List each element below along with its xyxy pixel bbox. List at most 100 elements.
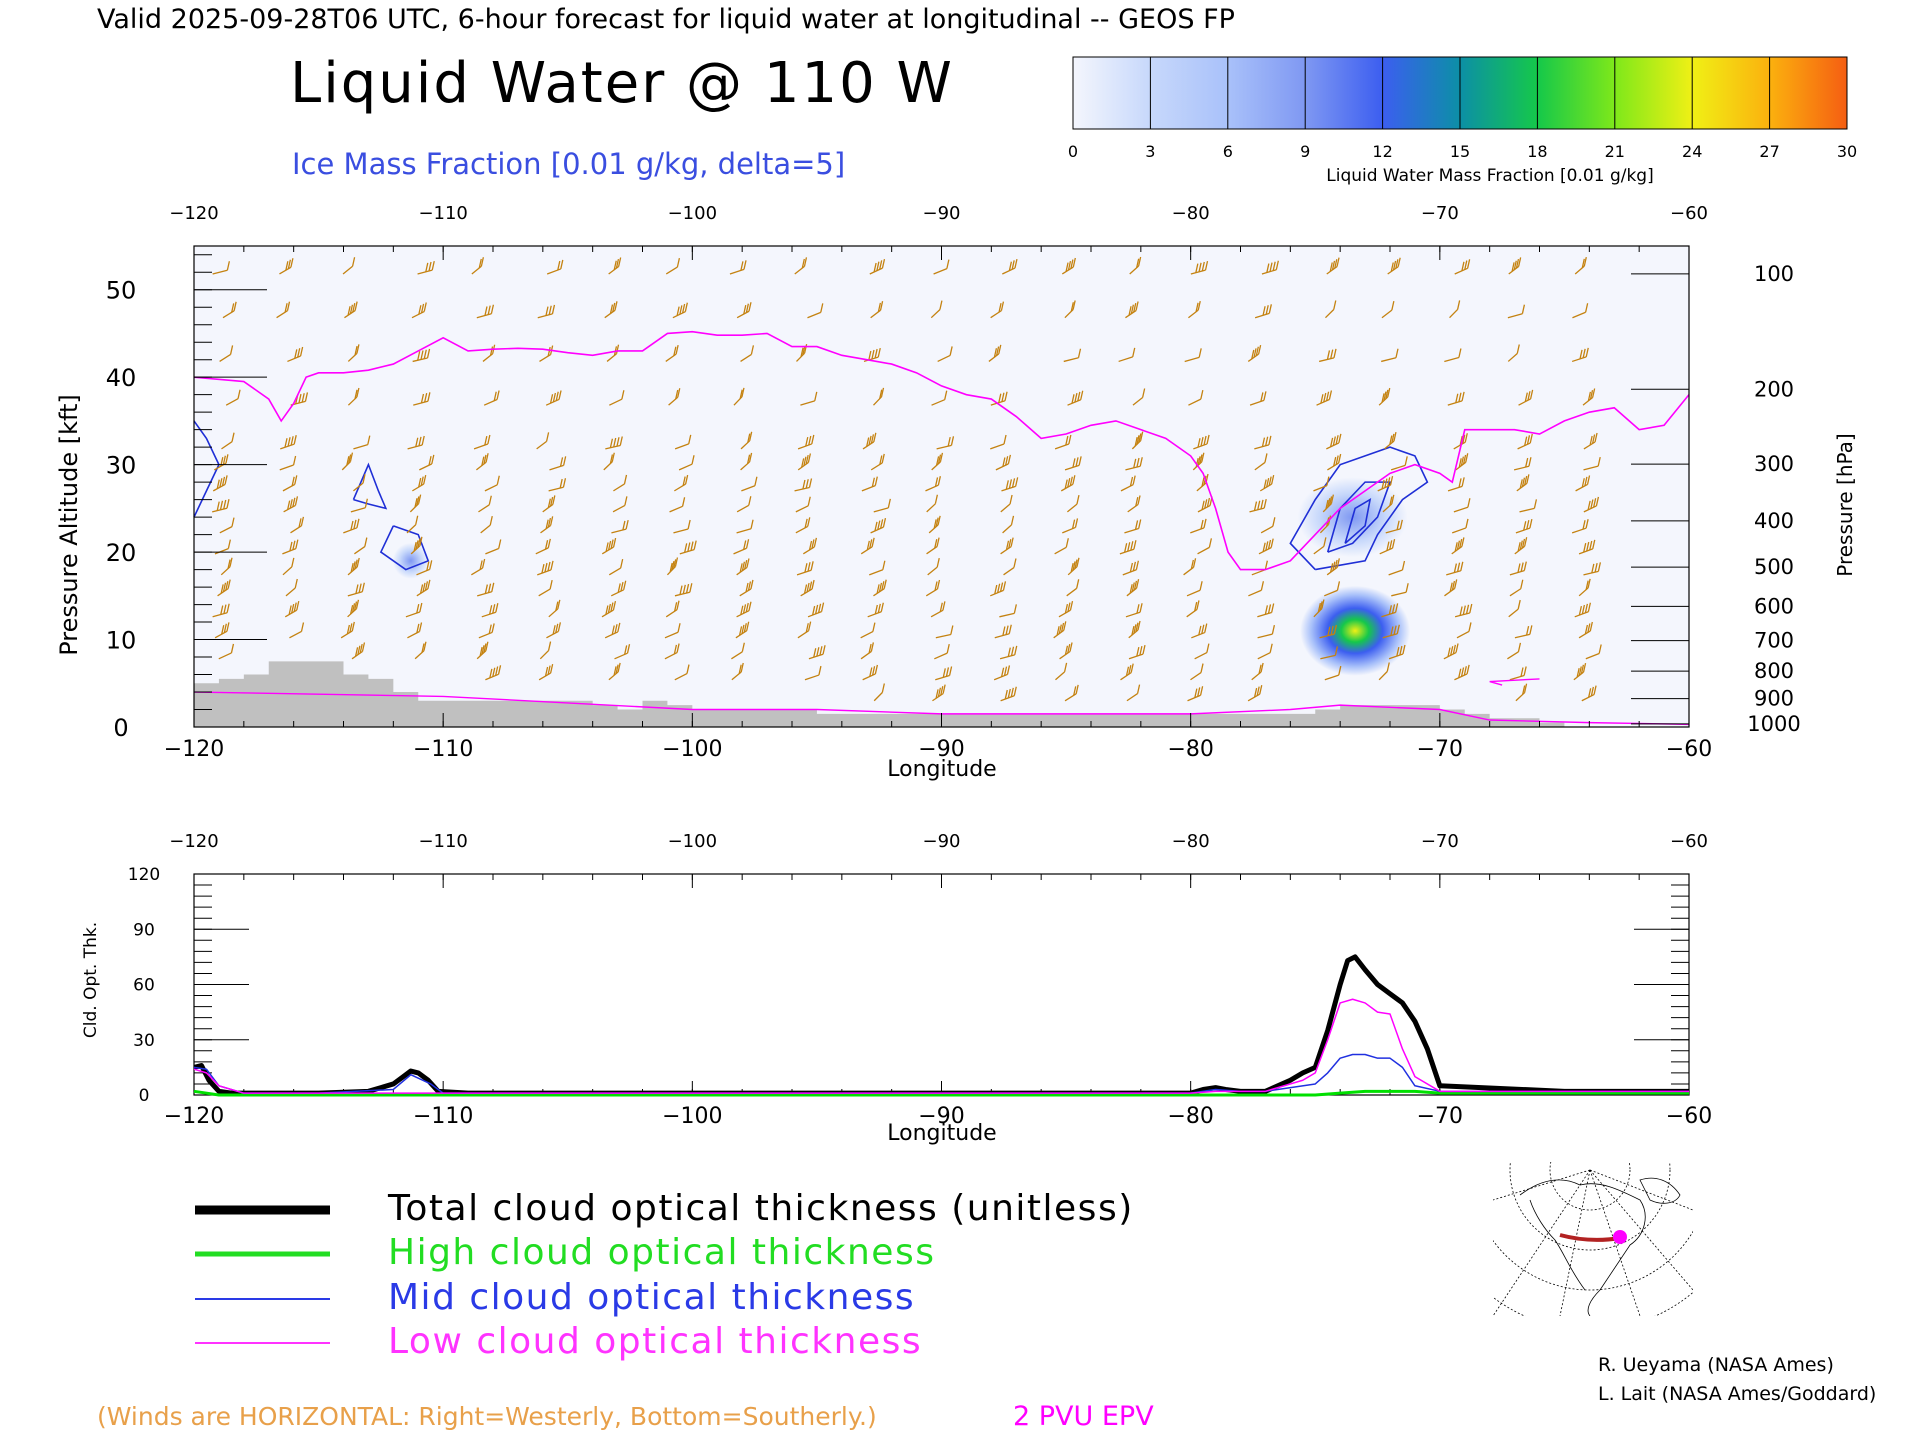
wind-barb-feather bbox=[1204, 623, 1208, 633]
wind-barb-feather bbox=[1584, 603, 1589, 614]
wind-barb bbox=[933, 268, 948, 275]
wind-barb-feather bbox=[623, 580, 627, 590]
wind-barb bbox=[808, 653, 824, 660]
x-tick-label-top: −110 bbox=[418, 831, 467, 852]
wind-barb-feather bbox=[1131, 625, 1135, 636]
wind-barb-feather bbox=[820, 303, 824, 313]
wind-barb-feather bbox=[557, 599, 561, 610]
wind-barb-feather bbox=[356, 518, 360, 528]
wind-barb-feather bbox=[866, 540, 870, 551]
wind-barb-feather bbox=[1127, 542, 1131, 552]
wind-barb-feather bbox=[427, 392, 431, 402]
wind-barb-feather bbox=[1192, 558, 1197, 568]
wind-barb-feather bbox=[1529, 625, 1533, 635]
wind-barb-feather bbox=[1585, 347, 1589, 358]
wind-barb-feather bbox=[1582, 520, 1586, 530]
wind-barb-feather bbox=[1586, 475, 1591, 485]
wind-barb-feather bbox=[1390, 262, 1394, 272]
wind-barb bbox=[1571, 527, 1587, 534]
wind-barb bbox=[1000, 695, 1015, 702]
wind-barb-feather bbox=[1447, 647, 1451, 657]
wind-barb-feather bbox=[813, 537, 818, 548]
wind-barb-feather bbox=[682, 476, 686, 486]
wind-barb-feather bbox=[1458, 668, 1462, 678]
wind-barb-feather bbox=[223, 623, 227, 633]
wind-barb bbox=[935, 674, 950, 681]
wind-barb-feather bbox=[693, 540, 697, 550]
wind-barb-feather bbox=[1520, 562, 1524, 572]
wind-barb-feather bbox=[358, 583, 362, 593]
wind-barb bbox=[678, 463, 693, 471]
x-tick-label-top: −70 bbox=[1421, 831, 1459, 852]
wind-barb-feather bbox=[1013, 558, 1017, 568]
wind-barb-feather bbox=[813, 648, 817, 658]
colorbar-tick-label: 30 bbox=[1837, 142, 1857, 161]
wind-barb-feather bbox=[1271, 624, 1276, 635]
credit-lait: L. Lait (NASA Ames/Goddard) bbox=[1598, 1383, 1876, 1405]
wind-barb-feather bbox=[811, 434, 815, 445]
wind-barb-feather bbox=[877, 347, 881, 358]
wind-barb-feather bbox=[1272, 517, 1276, 527]
wind-barb-feather bbox=[1586, 541, 1590, 552]
wind-barb-feather bbox=[936, 537, 940, 547]
wind-barb bbox=[1254, 312, 1270, 319]
pressure-tick-label: 900 bbox=[1754, 687, 1794, 711]
wind-barb-feather bbox=[1014, 645, 1018, 656]
valid-line: Valid 2025-09-28T06 UTC, 6-hour forecast… bbox=[97, 4, 1235, 35]
wind-barb-feather bbox=[562, 478, 567, 488]
wind-barb-feather bbox=[419, 602, 423, 613]
wind-barb-feather bbox=[871, 537, 875, 547]
wind-barb-feather bbox=[998, 303, 1002, 313]
wind-barb-feather bbox=[560, 259, 564, 270]
wind-barb bbox=[1320, 654, 1336, 660]
wind-barb-feather bbox=[1450, 646, 1454, 656]
wind-barb-feather bbox=[1597, 562, 1602, 572]
wind-barb-feather bbox=[1002, 626, 1006, 636]
wind-barb-feather bbox=[1260, 499, 1264, 510]
wind-barb-feather bbox=[1587, 391, 1592, 402]
wind-barb bbox=[1324, 674, 1339, 681]
wind-barb-feather bbox=[1269, 643, 1273, 653]
wind-barb-feather bbox=[691, 455, 695, 465]
map-transect-line bbox=[1559, 1233, 1621, 1242]
wind-barb-feather bbox=[1072, 561, 1076, 571]
wind-barb-feather bbox=[1321, 599, 1325, 609]
wind-barb bbox=[1319, 633, 1335, 639]
wind-barb-feather bbox=[811, 605, 816, 616]
wind-barb-feather bbox=[1131, 582, 1135, 592]
wind-barb-feather bbox=[1589, 621, 1593, 632]
wind-barb bbox=[1054, 546, 1067, 555]
wind-barb-feather bbox=[1129, 562, 1134, 573]
wind-barb-feather bbox=[1253, 687, 1258, 698]
wind-barb-feather bbox=[679, 585, 683, 595]
wind-barb-feather bbox=[673, 602, 678, 612]
wind-barb-feather bbox=[1325, 391, 1330, 401]
y-tick-label: 0 bbox=[139, 1086, 150, 1106]
wind-barb-feather bbox=[1579, 349, 1583, 360]
wind-barb-feather bbox=[353, 601, 358, 611]
wind-barb-feather bbox=[220, 605, 224, 615]
wind-barb-feather bbox=[1523, 561, 1527, 571]
wind-barb bbox=[936, 444, 952, 450]
x-tick-label-top: −100 bbox=[668, 831, 717, 852]
wind-barb-feather bbox=[1396, 646, 1400, 657]
wind-barb-feather bbox=[1524, 537, 1528, 547]
wind-barb-feather bbox=[294, 496, 299, 506]
wind-barb-feather bbox=[422, 582, 426, 593]
wind-barb-feather bbox=[939, 300, 943, 310]
wind-barb bbox=[934, 652, 948, 660]
wind-barb-feather bbox=[1581, 258, 1585, 268]
wind-barb-feather bbox=[496, 475, 500, 485]
wind-barb-feather bbox=[1139, 457, 1143, 467]
locator-map bbox=[1493, 1162, 1693, 1316]
wind-barb-feather bbox=[1395, 259, 1399, 269]
wind-barb-feather bbox=[1198, 348, 1202, 358]
ice-contour bbox=[1289, 446, 1429, 571]
wind-barb-feather bbox=[1338, 665, 1342, 676]
wind-barb-feather bbox=[298, 393, 302, 404]
wind-barb-feather bbox=[1275, 260, 1279, 270]
wind-barb-feather bbox=[741, 561, 746, 571]
wind-barb bbox=[736, 528, 752, 534]
x-tick-label-top: −110 bbox=[418, 203, 467, 224]
wind-barb bbox=[1257, 652, 1271, 660]
